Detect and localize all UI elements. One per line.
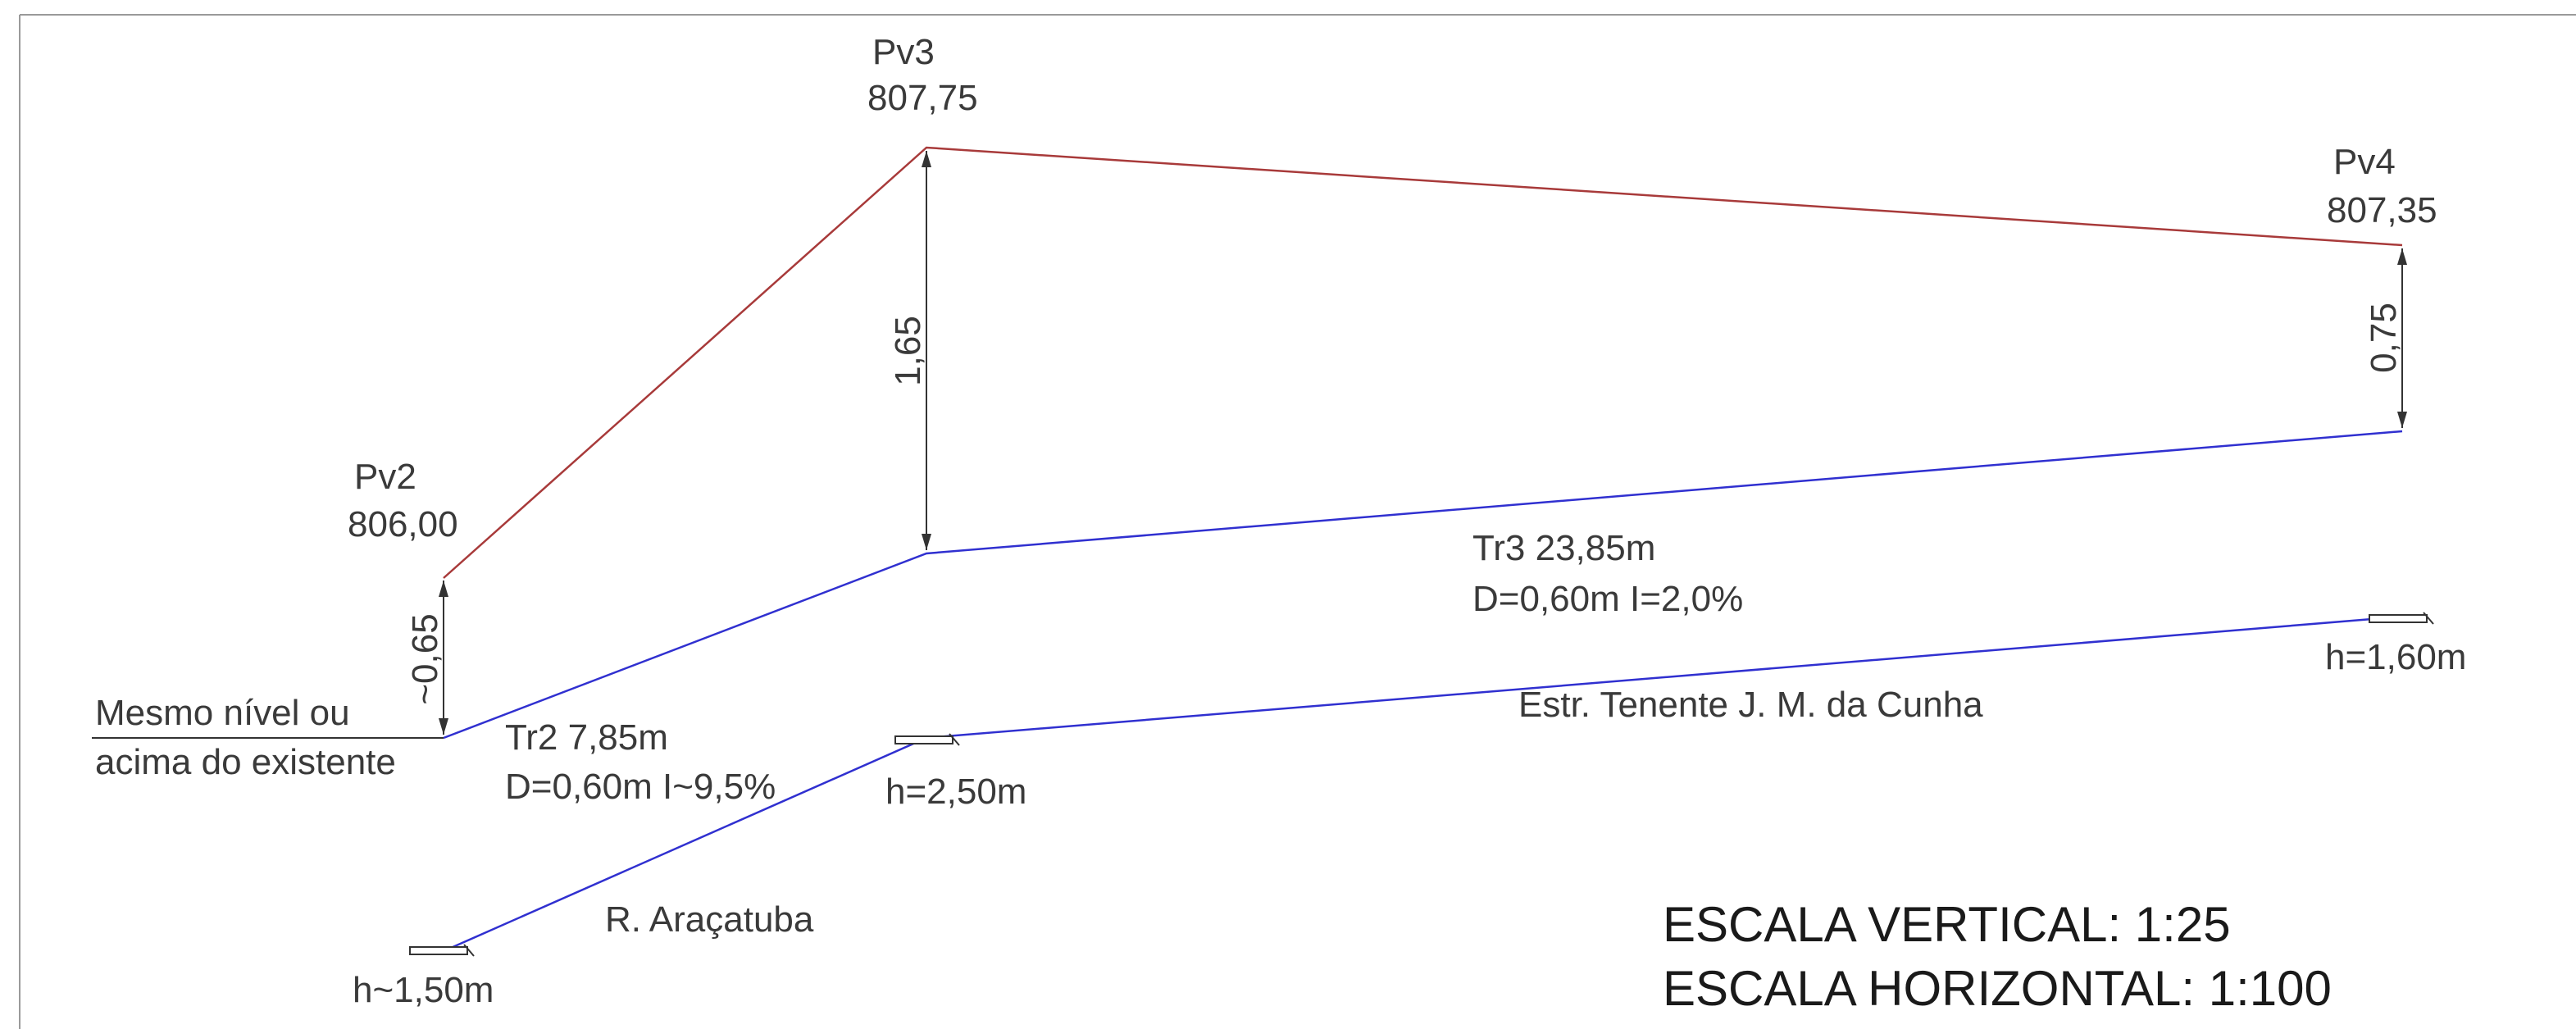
segment-tr2-spec: D=0,60m I~9,5% (505, 767, 776, 807)
manhole-elevation-pv2: 806,00 (348, 504, 458, 544)
depth-label-pv3: 1,65 (888, 316, 928, 386)
manhole-name-pv4: Pv4 (2333, 142, 2396, 182)
ground-profile-line (443, 146, 2403, 579)
marker-label-3: h=1,60m (2325, 637, 2466, 677)
level-note-line1: Mesmo nível ou (95, 693, 350, 733)
marker-symbol-2 (894, 733, 960, 746)
marker-symbol-1 (409, 944, 475, 957)
manhole-name-pv3: Pv3 (872, 32, 935, 72)
segment-tr3-spec: D=0,60m I=2,0% (1472, 579, 1743, 619)
segment-tr2-name: Tr2 7,85m (505, 717, 668, 758)
scale-vertical: ESCALA VERTICAL: 1:25 (1663, 897, 2231, 952)
street-name-aracatuba: R. Araçatuba (605, 899, 814, 940)
pipe-profile-line (443, 430, 2403, 740)
manhole-elevation-pv4: 807,35 (2327, 190, 2437, 230)
marker-symbol-3 (2369, 612, 2434, 625)
depth-label-pv4: 0,75 (2364, 303, 2404, 373)
marker-label-1: h~1,50m (353, 970, 494, 1010)
depth-label-pv2: ~0,65 (405, 613, 445, 704)
manhole-elevation-pv3: 807,75 (867, 78, 978, 118)
manhole-name-pv2: Pv2 (354, 457, 416, 497)
marker-label-2: h=2,50m (885, 772, 1026, 812)
level-note-line2: acima do existente (95, 742, 396, 782)
street-name-tenente: Estr. Tenente J. M. da Cunha (1518, 685, 1983, 725)
scale-horizontal: ESCALA HORIZONTAL: 1:100 (1663, 961, 2332, 1016)
segment-tr3-name: Tr3 23,85m (1472, 528, 1655, 568)
